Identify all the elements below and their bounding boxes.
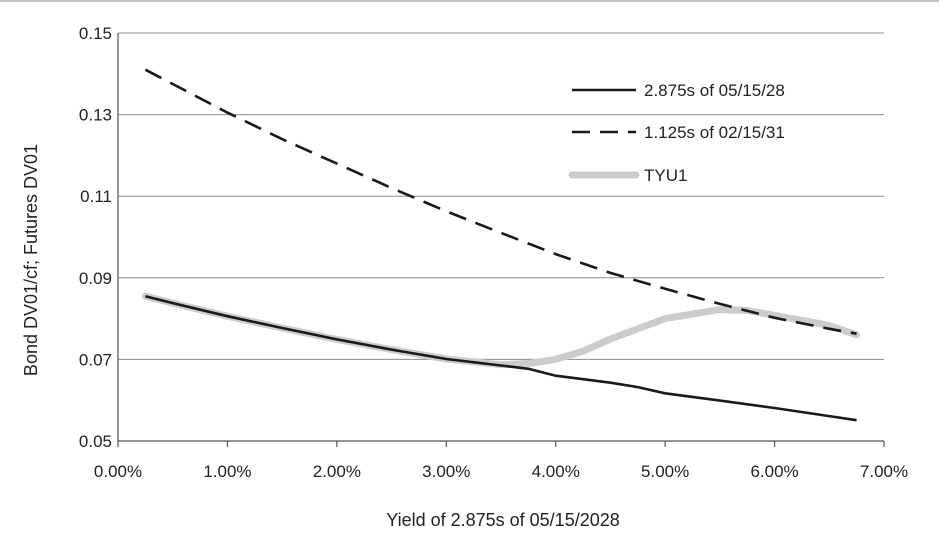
x-tick-label: 7.00% bbox=[860, 462, 908, 481]
gridlines bbox=[118, 32, 884, 360]
legend-label: 2.875s of 05/15/28 bbox=[644, 81, 785, 100]
x-tick-label: 3.00% bbox=[422, 462, 470, 481]
series-lines bbox=[141, 68, 861, 422]
legend-label: TYU1 bbox=[644, 166, 687, 185]
x-tick-label: 1.00% bbox=[203, 462, 251, 481]
x-tick-label: 5.00% bbox=[641, 462, 689, 481]
series-line-solid bbox=[145, 294, 857, 422]
axes bbox=[117, 33, 884, 442]
y-tick-label: 0.07 bbox=[79, 350, 112, 369]
legend-label: 1.125s of 02/15/31 bbox=[644, 123, 785, 142]
y-axis-title: Bond DV01/cf; Futures DV01 bbox=[21, 144, 41, 376]
series-line-thick bbox=[141, 292, 861, 369]
y-tick-label: 0.09 bbox=[79, 269, 112, 288]
x-axis-ticks: 0.00% 1.00% 2.00% 3.00% 4.00% 5.00% 6.00% 7.00% bbox=[94, 441, 908, 481]
y-tick-label: 0.13 bbox=[79, 106, 112, 125]
x-axis-title: Yield of 2.875s of 05/15/2028 bbox=[386, 510, 620, 530]
legend: 2.875s of 05/15/28 1.125s of 02/15/31 TYU1 bbox=[568, 81, 785, 185]
y-tick-label: 0.15 bbox=[79, 24, 112, 43]
x-tick-label: 4.00% bbox=[532, 462, 580, 481]
y-tick-label: 0.11 bbox=[80, 187, 112, 206]
x-tick-label: 2.00% bbox=[313, 462, 361, 481]
x-tick-label: 6.00% bbox=[750, 462, 798, 481]
y-axis-ticks: 0.05 0.07 0.09 0.11 0.13 0.15 bbox=[79, 24, 112, 451]
x-tick-label: 0.00% bbox=[94, 462, 142, 481]
y-tick-label: 0.05 bbox=[79, 432, 112, 451]
series-line-dashed bbox=[144, 68, 857, 335]
